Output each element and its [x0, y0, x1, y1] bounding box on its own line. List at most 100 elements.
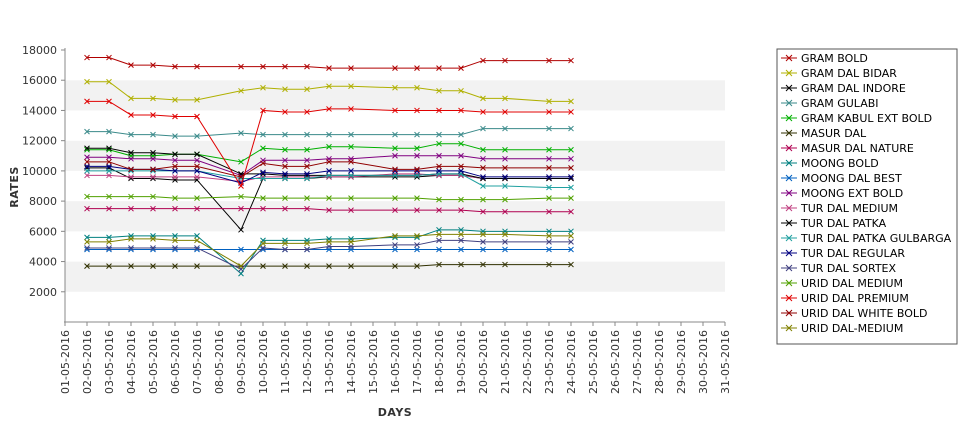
x-tick-label: 15-05-2016: [367, 330, 380, 394]
x-tick-label: 02-05-2016: [81, 330, 94, 394]
data-point: [84, 245, 90, 251]
data-point: [260, 195, 266, 201]
data-point: [348, 263, 354, 269]
y-tick-label: 14000: [22, 104, 57, 117]
series-line: [84, 125, 574, 139]
data-point: [458, 207, 464, 214]
data-point: [150, 193, 156, 200]
data-point: [414, 263, 420, 269]
data-point: [106, 78, 112, 85]
data-point: [194, 195, 200, 201]
data-point: [150, 112, 156, 118]
data-point: [326, 83, 332, 90]
data-point: [502, 146, 508, 153]
legend-label: URID DAL WHITE BOLD: [801, 307, 928, 320]
data-point: [260, 160, 266, 167]
x-tick-label: 26-05-2016: [609, 330, 622, 394]
data-point: [238, 183, 244, 189]
data-point: [282, 109, 288, 115]
data-point: [172, 113, 178, 120]
data-point: [458, 131, 464, 138]
y-tick-label: 2000: [29, 286, 57, 299]
x-tick-label: 20-05-2016: [477, 330, 490, 394]
data-point: [546, 98, 552, 105]
data-point: [480, 125, 486, 132]
series-path: [87, 165, 571, 184]
legend-swatch-marker: [785, 249, 793, 257]
data-point: [194, 168, 200, 174]
series-line: [84, 237, 574, 272]
legend-item: URID DAL MEDIUM: [781, 277, 903, 290]
data-point: [502, 196, 508, 203]
data-point: [238, 226, 244, 233]
legend-box: [776, 48, 958, 345]
x-axis-ticks: 01-05-2016 02-05-2016 03-05-2016 04-05-2016…: [59, 322, 732, 394]
legend-item: GRAM BOLD: [781, 52, 868, 65]
data-point: [172, 97, 178, 103]
data-point: [194, 63, 200, 70]
legend-label: TUR DAL PATKA: [800, 217, 887, 230]
x-tick-label: 10-05-2016: [257, 330, 270, 394]
data-point: [84, 54, 90, 61]
data-point: [194, 113, 200, 120]
data-point: [414, 131, 420, 138]
legend-label: MASUR DAL NATURE: [801, 142, 914, 155]
data-point: [172, 237, 178, 244]
y-tick-label: 4000: [29, 256, 57, 269]
data-point: [106, 154, 112, 161]
data-point: [546, 208, 552, 215]
data-point: [392, 131, 398, 138]
data-point: [84, 78, 90, 85]
data-point: [128, 263, 134, 269]
data-point: [260, 169, 266, 176]
data-point: [568, 109, 574, 115]
data-point: [326, 243, 332, 250]
legend-item: MASUR DAL NATURE: [781, 142, 914, 155]
data-point: [304, 240, 310, 247]
legend: GRAM BOLD GRAM DAL BIDAR GRAM DAL INDORE GR…: [776, 48, 958, 345]
x-tick-label: 06-05-2016: [169, 330, 182, 394]
x-tick-label: 04-05-2016: [125, 330, 138, 394]
data-point: [282, 175, 288, 182]
data-point: [106, 98, 112, 105]
y-tick-label: 6000: [29, 225, 57, 238]
data-point: [150, 149, 156, 156]
x-tick-label: 28-05-2016: [653, 330, 666, 394]
legend-swatch-marker: [785, 84, 793, 92]
x-tick-label: 29-05-2016: [675, 330, 688, 394]
grid-band: [65, 80, 725, 111]
x-tick-label: 17-05-2016: [411, 330, 424, 394]
data-point: [84, 163, 90, 170]
data-point: [304, 246, 310, 253]
data-point: [150, 62, 156, 68]
data-point: [106, 128, 112, 135]
series-path: [87, 147, 571, 179]
data-point: [150, 263, 156, 269]
legend-label: TUR DAL REGULAR: [800, 247, 905, 260]
data-point: [106, 193, 112, 200]
y-tick-label: 12000: [22, 135, 57, 148]
data-point: [172, 174, 178, 180]
series-line: [84, 231, 574, 269]
grid-band: [65, 50, 725, 81]
data-point: [502, 261, 508, 268]
series-line: [84, 193, 574, 203]
data-point: [480, 165, 486, 171]
data-point: [436, 65, 442, 71]
data-point: [568, 146, 574, 153]
data-point: [172, 195, 178, 201]
data-point: [392, 65, 398, 71]
data-point: [546, 109, 552, 115]
data-point: [502, 125, 508, 132]
data-point: [568, 228, 574, 235]
data-point: [568, 98, 574, 105]
x-tick-label: 25-05-2016: [587, 330, 600, 394]
legend-swatch-marker: [785, 69, 793, 77]
x-tick-label: 14-05-2016: [345, 330, 358, 394]
data-point: [436, 87, 442, 94]
series-path: [87, 233, 571, 267]
data-point: [194, 151, 200, 158]
data-point: [326, 131, 332, 138]
data-point: [458, 87, 464, 94]
data-point: [480, 231, 486, 238]
